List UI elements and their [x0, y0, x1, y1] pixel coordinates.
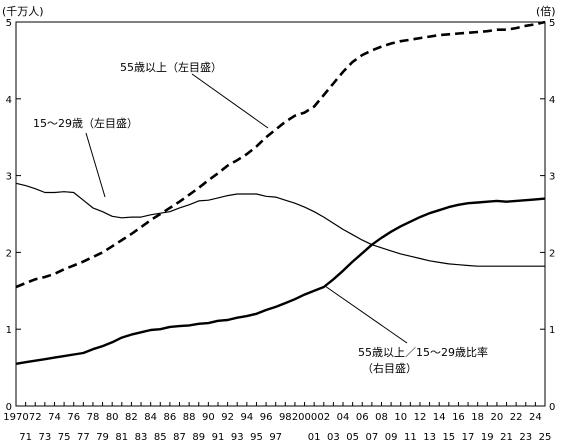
x-tick-label: 87: [173, 432, 186, 443]
ratio-line: [15, 197, 546, 365]
x-tick-label: 80: [106, 412, 119, 423]
x-tick-label: 97: [269, 432, 282, 443]
x-tick-label: 84: [144, 412, 157, 423]
x-tick-label: 71: [19, 432, 32, 443]
x-tick-label: 05: [346, 432, 359, 443]
x-tick-label: 81: [115, 432, 128, 443]
x-tick-label: 13: [423, 432, 436, 443]
x-tick-label: 24: [529, 412, 542, 423]
older-annotation-leader: [191, 73, 269, 129]
y-right-tick-label: 0: [549, 402, 555, 413]
x-tick-label: 93: [231, 432, 244, 443]
x-tick-label: 22: [510, 412, 523, 423]
y-left-tick-label: 4: [6, 95, 12, 106]
x-tick-label: 03: [327, 432, 340, 443]
annotation-older: 55歳以上（左目盛）: [120, 60, 222, 74]
x-tick-label: 18: [471, 412, 484, 423]
x-tick-label: 21: [500, 432, 513, 443]
x-tick-label: 96: [260, 412, 273, 423]
y-left-tick-label: 2: [6, 248, 12, 259]
x-tick-label: 92: [221, 412, 234, 423]
x-tick-label: 91: [212, 432, 225, 443]
x-tick-label: 2000: [292, 412, 317, 423]
x-tick-label: 19: [481, 432, 494, 443]
y-left-tick-label: 3: [6, 172, 12, 183]
x-tick-label: 1970: [3, 412, 28, 423]
x-tick-label: 98: [279, 412, 292, 423]
ratio-annotation-leader: [324, 285, 408, 344]
annotation-ratio-line2: （右目盛）: [362, 361, 417, 375]
x-tick-label: 14: [433, 412, 446, 423]
x-tick-label: 15: [442, 432, 455, 443]
y-left-tick-label: 5: [6, 18, 12, 29]
left-unit-label: (千万人): [2, 5, 44, 18]
x-tick-label: 79: [96, 432, 109, 443]
x-tick-label: 94: [240, 412, 253, 423]
x-tick-label: 06: [356, 412, 369, 423]
x-tick-label: 76: [67, 412, 80, 423]
x-tick-label: 83: [135, 432, 148, 443]
x-tick-label: 78: [87, 412, 100, 423]
x-tick-label: 95: [250, 432, 263, 443]
annotation-young: 15～29歳（左目盛）: [33, 116, 138, 130]
x-tick-label: 82: [125, 412, 138, 423]
y-right-tick-label: 4: [549, 95, 555, 106]
older-55plus-line: [15, 20, 546, 289]
x-tick-label: 77: [77, 432, 90, 443]
y-left-tick-label: 1: [6, 325, 12, 336]
x-tick-label: 73: [38, 432, 51, 443]
y-left-tick-label: 0: [6, 402, 12, 413]
right-unit-label: (倍): [536, 4, 556, 18]
x-tick-label: 09: [385, 432, 398, 443]
y-right-tick-label: 2: [549, 248, 555, 259]
x-tick-label: 10: [394, 412, 407, 423]
x-tick-label: 02: [317, 412, 330, 423]
x-tick-label: 90: [202, 412, 215, 423]
x-tick-label: 07: [366, 432, 379, 443]
young-15-29-line: [15, 182, 545, 267]
x-tick-label: 74: [48, 412, 61, 423]
y-right-tick-label: 1: [549, 325, 555, 336]
x-tick-label: 11: [404, 432, 417, 443]
annotation-ratio-line1: 55歳以上／15～29歳比率: [358, 345, 488, 359]
plot-frame: [15, 21, 546, 407]
young-annotation-leader: [85, 132, 106, 198]
x-tick-label: 01: [308, 432, 321, 443]
x-tick-label: 88: [183, 412, 196, 423]
series-layer: [15, 20, 546, 365]
x-tick-label: 17: [462, 432, 475, 443]
x-tick-label: 72: [29, 412, 42, 423]
x-tick-label: 16: [452, 412, 465, 423]
y-right-tick-label: 5: [549, 18, 555, 29]
x-tick-label: 04: [337, 412, 350, 423]
x-tick-label: 23: [519, 432, 532, 443]
x-tick-label: 20: [491, 412, 504, 423]
x-tick-label: 08: [375, 412, 388, 423]
x-tick-label: 75: [58, 432, 71, 443]
x-tick-label: 85: [154, 432, 167, 443]
x-tick-label: 25: [539, 432, 552, 443]
x-tick-label: 86: [164, 412, 177, 423]
x-tick-label: 89: [192, 432, 205, 443]
y-right-tick-label: 3: [549, 172, 555, 183]
x-tick-label: 12: [414, 412, 427, 423]
